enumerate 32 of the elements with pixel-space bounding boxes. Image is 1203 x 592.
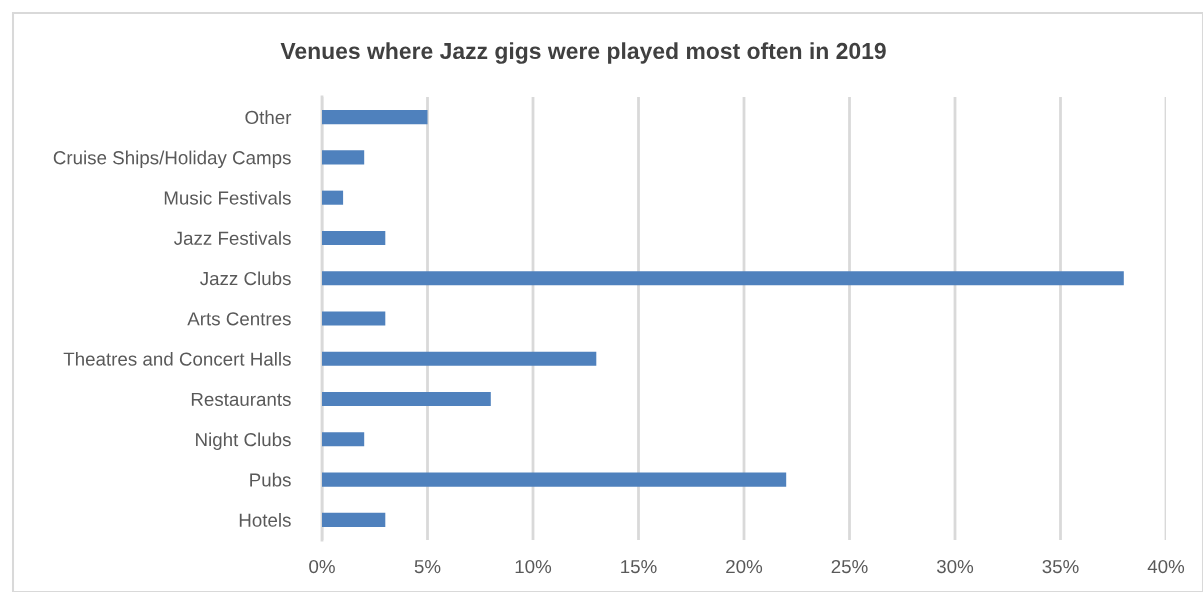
y-tick-label: Restaurants bbox=[191, 392, 291, 407]
x-tick-label: 10% bbox=[515, 559, 552, 574]
y-tick-label: Hotels bbox=[239, 513, 291, 527]
bar bbox=[322, 150, 365, 165]
bar bbox=[322, 432, 365, 447]
x-tick-label: 20% bbox=[726, 559, 763, 574]
y-tick-label: Night Clubs bbox=[196, 432, 291, 450]
y-tick-label: Arts Centres bbox=[187, 312, 291, 326]
y-tick-label: Music Festivals bbox=[164, 190, 291, 205]
x-tick-label: 15% bbox=[621, 560, 657, 574]
y-tick-label: Pubs bbox=[250, 472, 291, 487]
y-tick-label: Jazz Festivals bbox=[174, 231, 291, 245]
y-tick-label: Other bbox=[245, 110, 292, 125]
chart-title: Venues where Jazz gigs were played most often in 2019 bbox=[280, 42, 886, 64]
x-tick-label: 35% bbox=[1042, 559, 1079, 574]
x-tick-label: 30% bbox=[936, 559, 974, 574]
bar bbox=[322, 271, 1124, 286]
bar bbox=[322, 110, 428, 125]
bar bbox=[322, 190, 344, 205]
y-tick-label: Theatres and Concert Halls bbox=[63, 351, 291, 366]
x-tick-label: 0% bbox=[309, 559, 335, 574]
bar bbox=[322, 512, 386, 527]
bar bbox=[322, 311, 386, 326]
x-tick-label: 40% bbox=[1147, 559, 1185, 574]
bar bbox=[322, 472, 787, 487]
x-tick-label: 5% bbox=[414, 560, 441, 574]
y-tick-label: Jazz Clubs bbox=[200, 271, 291, 286]
x-tick-label: 25% bbox=[831, 559, 868, 574]
bar bbox=[322, 230, 386, 245]
bar bbox=[322, 392, 491, 407]
bar bbox=[322, 351, 597, 366]
y-tick-label: Cruise Ships/Holiday Camps bbox=[53, 150, 291, 169]
